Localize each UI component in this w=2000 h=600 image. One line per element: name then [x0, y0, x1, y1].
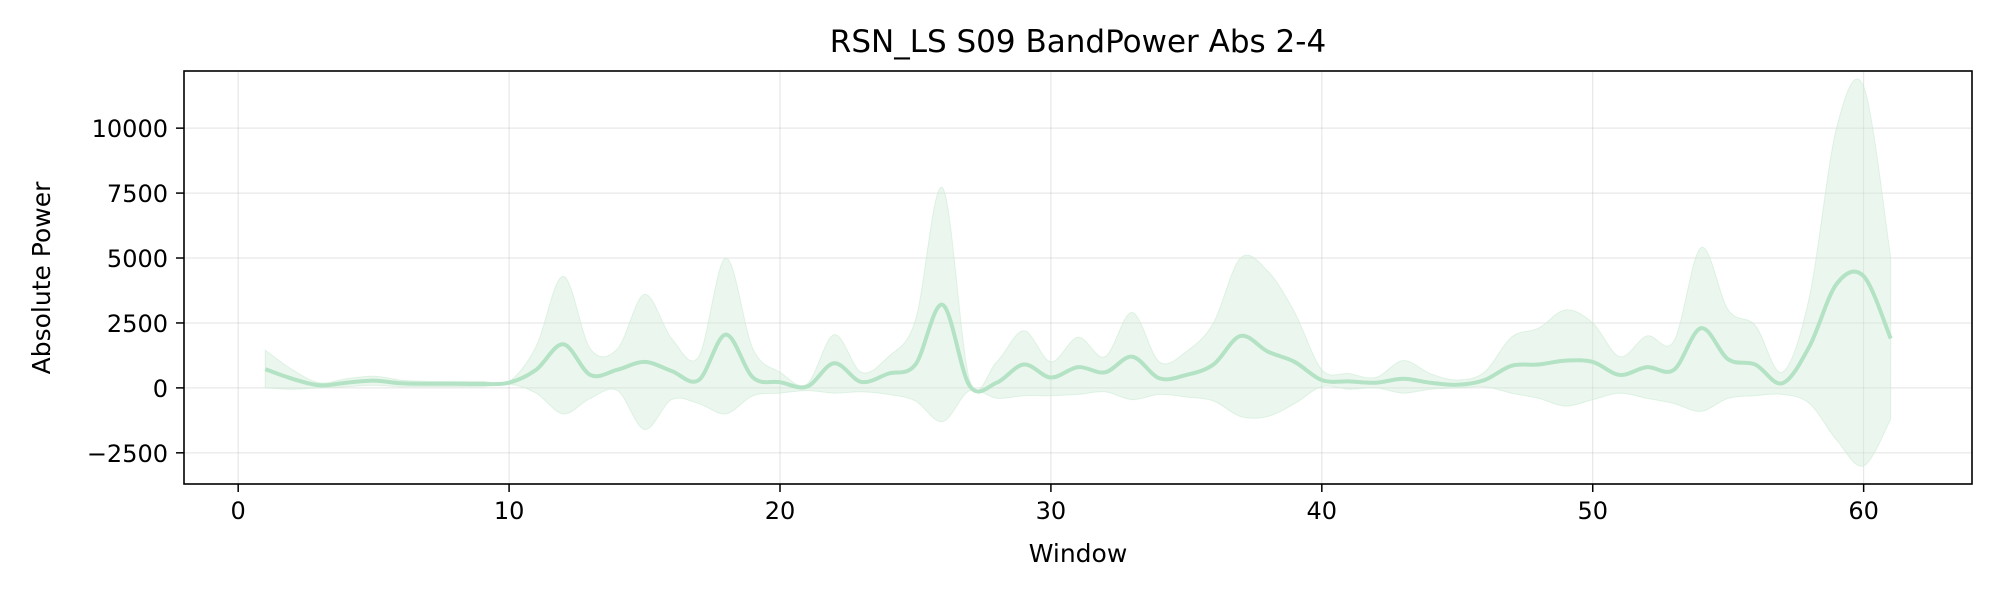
x-tick-label: 50 [1577, 497, 1608, 525]
grid [184, 71, 1972, 484]
x-axis-label: Window [1029, 539, 1128, 568]
axis-ticks: 0 10 20 30 40 50 60 −2500 0 2500 5000 7500 10000 [87, 115, 1879, 525]
x-tick-label: 0 [231, 497, 246, 525]
x-tick-label: 30 [1036, 497, 1067, 525]
y-tick-label: 2500 [107, 310, 168, 338]
chart-title: RSN_LS S09 BandPower Abs 2-4 [830, 24, 1326, 60]
y-tick-label: 5000 [107, 245, 168, 273]
series-line [264, 269, 1893, 394]
x-tick-label: 10 [494, 497, 525, 525]
x-tick-label: 20 [765, 497, 796, 525]
data-points [265, 276, 1891, 387]
y-tick-label: 10000 [92, 115, 168, 143]
plot-frame [183, 70, 1973, 485]
y-tick-label: 7500 [107, 180, 168, 208]
x-tick-label: 60 [1848, 497, 1879, 525]
x-tick-label: 40 [1307, 497, 1338, 525]
y-tick-label: 0 [153, 375, 168, 403]
y-tick-label: −2500 [87, 440, 168, 468]
y-axis-label: Absolute Power [27, 181, 56, 375]
